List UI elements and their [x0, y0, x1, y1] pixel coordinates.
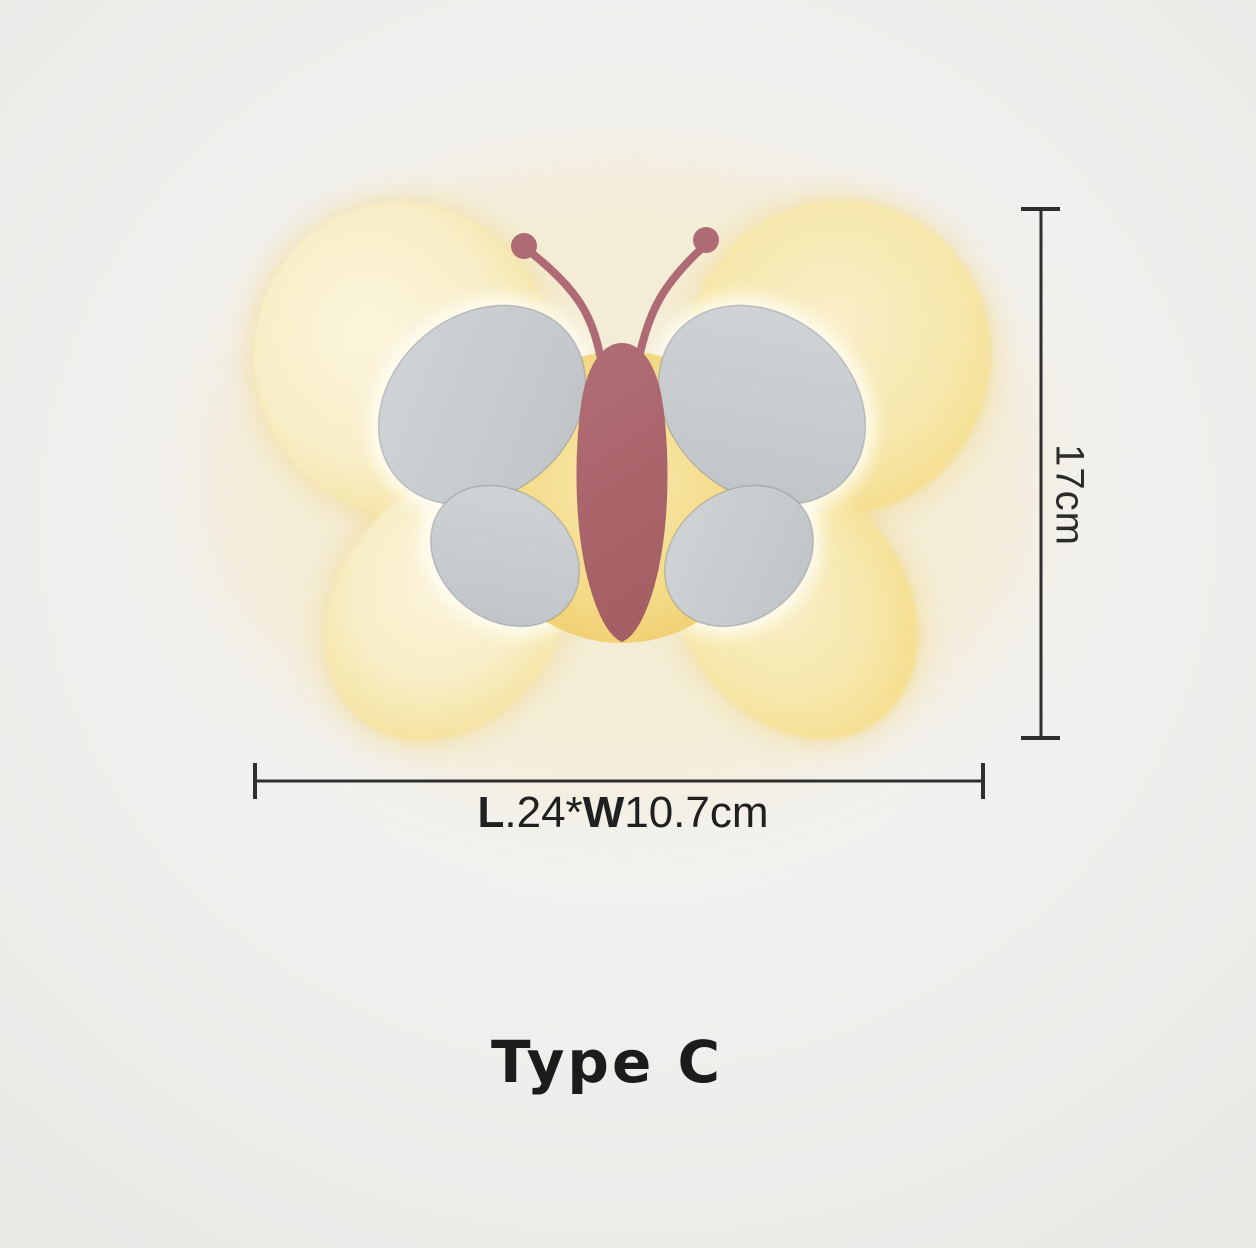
inner-upper-right-wing	[657, 304, 867, 506]
left-antenna	[530, 251, 604, 359]
width-label-W: W	[582, 788, 625, 837]
inner-lower-left-wing	[429, 484, 581, 628]
height-dimension-label: 17cm	[1047, 444, 1092, 546]
variant-caption: Type C	[490, 1028, 724, 1096]
inner-wings	[377, 304, 867, 628]
dimension-markers	[253, 207, 1060, 799]
butterfly-body	[576, 343, 668, 642]
width-label-length-value: 24*	[516, 788, 583, 837]
right-antenna	[636, 245, 705, 357]
inner-lower-right-wing	[663, 484, 815, 628]
width-dimension-label: L.24*W10.7cm	[477, 788, 768, 838]
left-antenna-tip	[511, 233, 537, 259]
right-antenna-tip	[693, 227, 719, 253]
width-label-width-value: 10.7cm	[624, 788, 769, 837]
inner-upper-left-wing	[377, 304, 587, 506]
width-label-dot: .	[504, 788, 517, 837]
butterfly-body-group	[511, 227, 719, 642]
width-label-L: L	[477, 788, 505, 837]
